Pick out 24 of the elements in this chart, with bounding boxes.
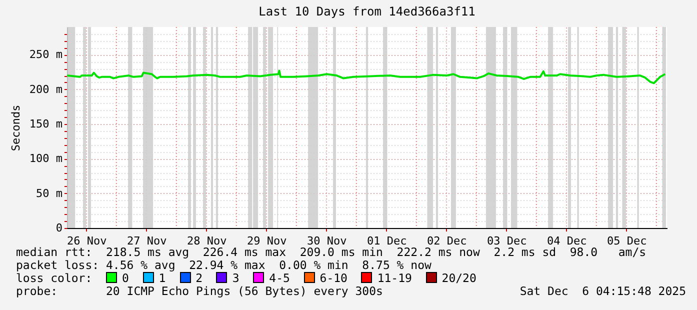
text: packet loss: 4.56 % avg 22.94 % max 0.00 % min 8.75 % now: [16, 258, 432, 272]
text: Sat Dec 6 04:15:48 2025: [520, 284, 686, 298]
text: probe: 20 ICMP Echo Pings (56 Bytes) every 300s: [16, 284, 383, 298]
x-tick-label: 01 Dec: [367, 234, 407, 248]
y-tick-label: 0: [56, 222, 62, 234]
x-tick-label: 26 Nov: [67, 234, 108, 248]
x-tick-label: 30 Nov: [307, 234, 348, 248]
chart-title: Last 10 Days from 14ed366a3f11: [258, 4, 476, 18]
x-tick-label: 29 Nov: [247, 234, 288, 248]
x-tick-label: 03 Dec: [487, 234, 527, 248]
x-tick-label: 05 Dec: [607, 234, 647, 248]
text: loss color: 0 1 2 3 4-5 6-10 11-19 20/20: [16, 271, 476, 285]
y-tick-label: 200 m: [29, 82, 63, 96]
x-tick-label: 28 Nov: [187, 234, 228, 248]
x-tick-label: 02 Dec: [427, 234, 467, 248]
y-tick-label: 50 m: [36, 186, 63, 200]
y-axis-title: Seconds: [9, 104, 22, 152]
text: median rtt: 218.5 ms avg 226.4 ms max 209.0 ms min 222.2 ms now 2.2 ms sd 98.0 am/s: [16, 245, 648, 259]
y-tick-label: 150 m: [29, 118, 63, 131]
x-tick-label: 04 Dec: [547, 234, 587, 248]
line-series: [67, 70, 666, 84]
x-tick-label: 27 Nov: [127, 234, 168, 248]
y-tick-label: 100 m: [29, 152, 63, 166]
y-tick-label: 250 m: [29, 48, 63, 62]
